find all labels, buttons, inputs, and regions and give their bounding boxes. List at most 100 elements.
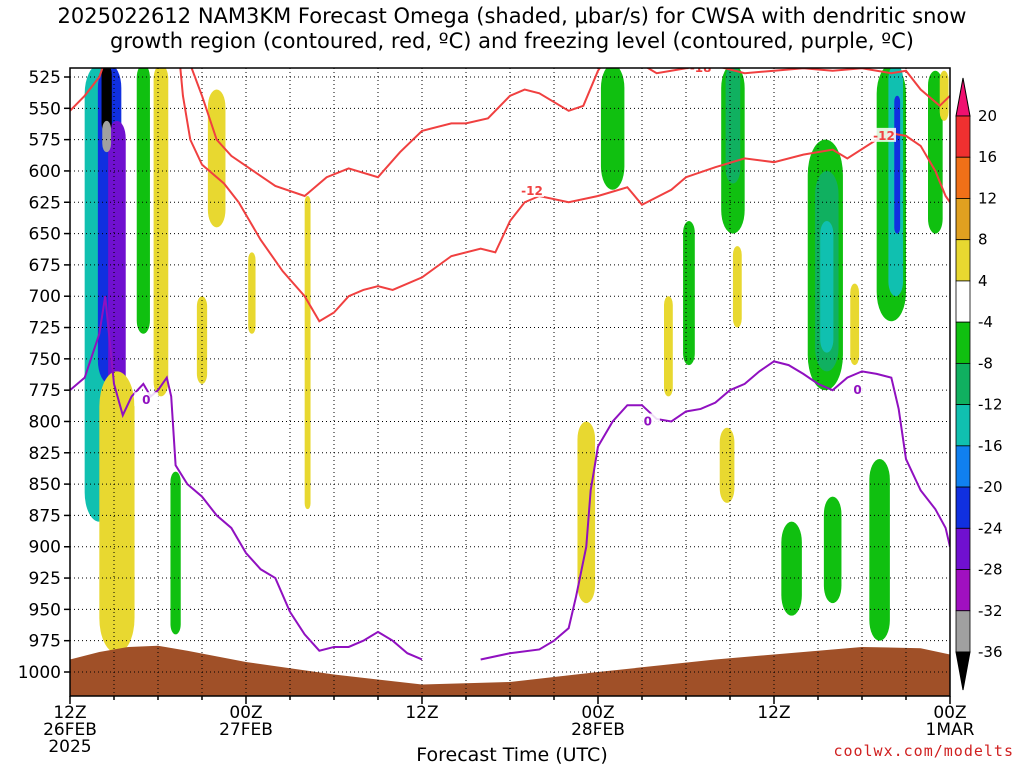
terrain-layer — [70, 645, 950, 696]
x-tick-label-3-2: 28FEB — [571, 720, 625, 740]
omega-shade-30 — [894, 95, 901, 234]
y-tick-label-975: 975 — [29, 632, 61, 652]
freezing-contour-label-0: 0 — [142, 393, 150, 407]
x-tick-label-0-2: 26FEB — [43, 720, 97, 740]
omega-shade-17 — [577, 421, 596, 604]
colorbar-box-10 — [955, 486, 971, 529]
omega-shade-24 — [725, 68, 741, 184]
colorbar-top-triangle — [955, 77, 971, 117]
omega-shade-21 — [732, 246, 742, 328]
x-tick-label-0-3: 2025 — [48, 737, 91, 757]
colorbar-box-11 — [955, 527, 971, 570]
colorbar-label-12: -32 — [978, 602, 1003, 620]
dgz-label-bg-2 — [520, 182, 544, 197]
axes-layer: 525 550 575 600 625 650 675 700 725 750 775 800 825 8… — [18, 67, 975, 757]
x-tick-label-2-1: 12Z — [405, 703, 438, 723]
y-tick-label-675: 675 — [29, 256, 61, 276]
colorbar-box-4 — [955, 239, 971, 282]
omega-shading-layer — [84, 68, 949, 654]
freezing-label-bg-2 — [635, 413, 660, 428]
omega-shade-19 — [683, 221, 695, 366]
y-tick-label-750: 750 — [29, 350, 61, 370]
y-tick-label-825: 825 — [29, 444, 61, 464]
y-tick-label-925: 925 — [29, 569, 61, 589]
omega-shade-7 — [153, 68, 169, 397]
colorbar-label-0: 20 — [978, 107, 997, 125]
colorbar-label-13: -36 — [978, 643, 1003, 661]
y-tick-label-525: 525 — [29, 68, 61, 88]
y-tick-label-850: 850 — [29, 475, 61, 495]
y-tick-label-1000: 1000 — [18, 663, 61, 683]
omega-shade-22 — [719, 427, 735, 503]
omega-shade-18 — [600, 68, 625, 190]
x-tick-label-4-1: 12Z — [757, 703, 790, 723]
dgz-contour-4 — [645, 68, 950, 108]
y-tick-label-575: 575 — [29, 131, 61, 151]
y-tick-label-800: 800 — [29, 412, 61, 432]
dgz-label-bg-5 — [872, 127, 896, 142]
x-tick-label-5-2: 1MAR — [926, 720, 975, 740]
x-tick-label-0-1: 12Z — [53, 703, 86, 723]
colorbar-box-2 — [955, 156, 971, 199]
colorbar-box-9 — [955, 445, 971, 488]
y-tick-label-775: 775 — [29, 381, 61, 401]
omega-shade-34 — [928, 70, 943, 234]
y-tick-label-875: 875 — [29, 506, 61, 526]
x-tick-label-5-1: 00Z — [933, 703, 966, 723]
x-tick-label-1-1: 00Z — [229, 703, 262, 723]
freezing-label-bg-0 — [134, 392, 159, 407]
freezing-contour-label-2: 0 — [644, 414, 652, 428]
dgz-label-bg-4 — [688, 68, 713, 75]
dgz-contour-1 — [179, 68, 950, 323]
y-tick-label-900: 900 — [29, 538, 61, 558]
y-tick-label-725: 725 — [29, 319, 61, 339]
colorbar-box-1 — [955, 115, 971, 158]
colorbar-label-6: -8 — [978, 354, 993, 372]
colorbar-box-5 — [955, 280, 971, 323]
x-tick-label-1-2: 27FEB — [219, 720, 273, 740]
omega-shade-15 — [248, 252, 256, 334]
y-tick-label-950: 950 — [29, 600, 61, 620]
omega-shade-12 — [170, 471, 181, 635]
freezing-contour-0 — [70, 296, 423, 661]
colorbar-label-1: 16 — [978, 148, 997, 166]
omega-shade-20 — [664, 296, 673, 397]
colorbar-box-8 — [955, 404, 971, 447]
y-tick-label-625: 625 — [29, 193, 61, 213]
dgz-contour-0 — [70, 68, 104, 112]
dgz-contour-label-2: -12 — [521, 184, 543, 198]
colorbar-label-11: -28 — [978, 561, 1003, 579]
colorbar-box-12 — [955, 569, 971, 612]
colorbar-label-9: -20 — [978, 478, 1003, 496]
dgz-contour-label-4: -18 — [690, 61, 712, 75]
dgz-contour-3 — [190, 68, 602, 198]
colorbar-label-5: -4 — [978, 313, 993, 331]
freezing-label-bg-3 — [845, 382, 870, 397]
omega-shade-11 — [99, 371, 135, 654]
colorbar-box-6 — [955, 321, 971, 364]
y-tick-label-600: 600 — [29, 162, 61, 182]
colorbar-box-7 — [955, 362, 971, 406]
freezing-contour-1 — [480, 360, 950, 661]
omega-shade-32 — [869, 459, 890, 641]
colorbar: 20 16 12 8 4 -4 -8 -12 -16 -20 -24 -28 -32 -36 — [955, 77, 1003, 691]
chart-title: 2025022612 NAM3KM Forecast Omega (shaded… — [57, 4, 967, 53]
omega-shade-3 — [101, 68, 112, 134]
colorbar-label-7: -12 — [978, 396, 1003, 414]
colorbar-label-3: 8 — [978, 231, 988, 249]
y-tick-label-650: 650 — [29, 225, 61, 245]
colorbar-label-2: 12 — [978, 189, 997, 207]
x-tick-label-3-1: 00Z — [581, 703, 614, 723]
grid-layer — [70, 68, 950, 696]
omega-shade-16 — [304, 196, 311, 510]
colorbar-bottom-triangle — [955, 651, 971, 691]
omega-shade-35 — [939, 70, 949, 121]
omega-shade-31 — [823, 496, 842, 604]
omega-shade-27 — [820, 221, 834, 353]
omega-shade-13 — [207, 89, 226, 228]
dgz-contour-label-5: -12 — [873, 129, 895, 143]
omega-shade-5 — [136, 68, 150, 334]
colorbar-box-13 — [955, 610, 971, 653]
omega-shade-33 — [781, 521, 802, 616]
